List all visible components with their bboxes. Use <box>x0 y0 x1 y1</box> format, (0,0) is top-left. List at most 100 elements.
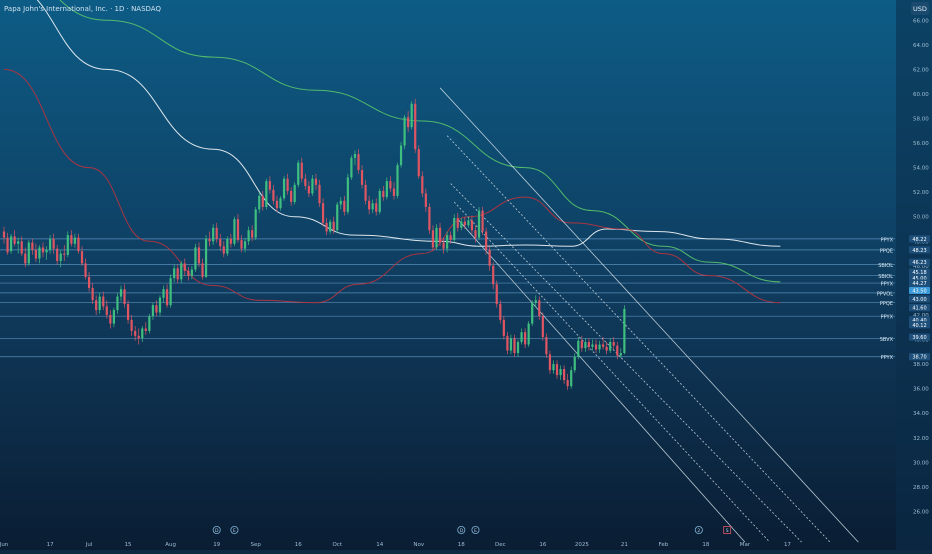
candle-body <box>197 247 201 264</box>
price-label[interactable]: 44.27 <box>909 279 930 287</box>
candle <box>24 247 27 268</box>
candle <box>502 316 505 340</box>
candle-body <box>265 181 268 207</box>
candle <box>492 262 495 290</box>
price-label[interactable]: 46.23 <box>909 258 930 267</box>
candle-body <box>619 353 622 356</box>
candle <box>414 98 417 153</box>
price-label-text: 41.60 <box>912 306 926 312</box>
x-tick-label: Oct <box>332 542 342 548</box>
price-label[interactable]: 39.60 <box>909 333 930 341</box>
candle <box>350 155 353 180</box>
price-label[interactable]: 38.70 <box>909 353 930 361</box>
regression-channel <box>439 87 859 543</box>
candle <box>91 283 94 304</box>
candle-body <box>243 241 247 249</box>
candle-body <box>346 177 349 212</box>
event-marker[interactable]: E <box>471 526 480 535</box>
candle <box>346 173 349 215</box>
candle <box>435 224 438 250</box>
event-marker[interactable]: S <box>723 526 732 534</box>
candle-body <box>155 305 158 313</box>
price-label[interactable]: 43.50 <box>909 286 930 295</box>
candle <box>311 174 314 196</box>
price-label[interactable]: 48.22 <box>909 235 930 243</box>
candle <box>162 285 165 303</box>
candle-body <box>602 344 605 347</box>
candle-body <box>616 345 619 356</box>
candle-body <box>98 296 101 311</box>
candle <box>438 222 442 247</box>
candle <box>87 272 91 292</box>
x-tick-label: Dec <box>495 542 506 548</box>
candle <box>155 300 158 317</box>
candle <box>470 215 474 234</box>
candle <box>290 187 293 206</box>
candle <box>463 216 466 230</box>
x-tick-label: 17 <box>784 542 791 548</box>
event-marker[interactable]: 2 <box>694 526 703 535</box>
candle-body <box>343 200 346 212</box>
candle <box>80 246 84 266</box>
price-label-box <box>909 333 930 341</box>
candle <box>442 237 445 254</box>
currency-label: USD <box>913 5 927 13</box>
candle <box>314 173 318 190</box>
price-label[interactable]: 41.60 <box>909 304 930 312</box>
currency-badge[interactable] <box>911 2 929 15</box>
y-tick-label: 50.00 <box>913 215 929 221</box>
candle <box>148 313 151 334</box>
y-tick-label: 32.00 <box>913 436 929 442</box>
price-line-name: SBIOL <box>878 274 893 280</box>
event-marker[interactable]: D <box>457 526 466 535</box>
candle <box>34 243 38 263</box>
candle-body <box>321 203 325 223</box>
candle-body <box>414 103 417 150</box>
candle-body <box>52 238 55 249</box>
x-tick-label: 16 <box>295 542 302 548</box>
candle-body <box>251 230 254 238</box>
candle-body <box>272 189 275 201</box>
candle-body <box>17 241 20 244</box>
candle <box>17 237 20 254</box>
y-tick-label: 42.00 <box>913 313 929 319</box>
x-tick-label: 21 <box>621 542 628 548</box>
candle <box>236 214 240 243</box>
candle <box>453 214 456 243</box>
candle-body <box>403 117 406 146</box>
candle-body <box>360 170 364 185</box>
candle-body <box>329 221 332 232</box>
candle-body <box>353 154 357 158</box>
candle <box>357 149 360 174</box>
y-tick-label: 58.00 <box>913 117 929 123</box>
moving-average-red <box>3 68 781 304</box>
candle-body <box>453 217 456 241</box>
candle-body <box>187 270 190 276</box>
price-label[interactable]: 40.12 <box>909 321 930 329</box>
price-label[interactable]: 43.00 <box>909 295 930 303</box>
x-tick-label: Nov <box>413 542 424 548</box>
channel-line-upper <box>439 87 859 543</box>
candle <box>555 360 559 379</box>
event-marker[interactable]: D <box>212 526 221 535</box>
dividend-marker-icon <box>457 526 466 535</box>
candle <box>410 101 413 130</box>
candle <box>38 244 41 264</box>
y-tick-label: 26.00 <box>913 509 929 515</box>
price-line-name: PPQE <box>880 301 893 307</box>
candle-body <box>91 287 94 301</box>
candle <box>467 216 470 228</box>
candle-body <box>492 265 495 285</box>
event-marker[interactable]: E <box>230 526 239 535</box>
candle <box>524 328 527 349</box>
candle-body <box>219 238 222 247</box>
x-tick-label: Jun <box>0 542 9 548</box>
candle <box>417 145 420 179</box>
channel-line-mid-upper <box>446 135 831 543</box>
candle <box>59 249 62 268</box>
candle <box>208 231 211 247</box>
price-label[interactable]: 45.18 <box>909 268 930 276</box>
price-label[interactable]: 48.23 <box>909 246 930 254</box>
